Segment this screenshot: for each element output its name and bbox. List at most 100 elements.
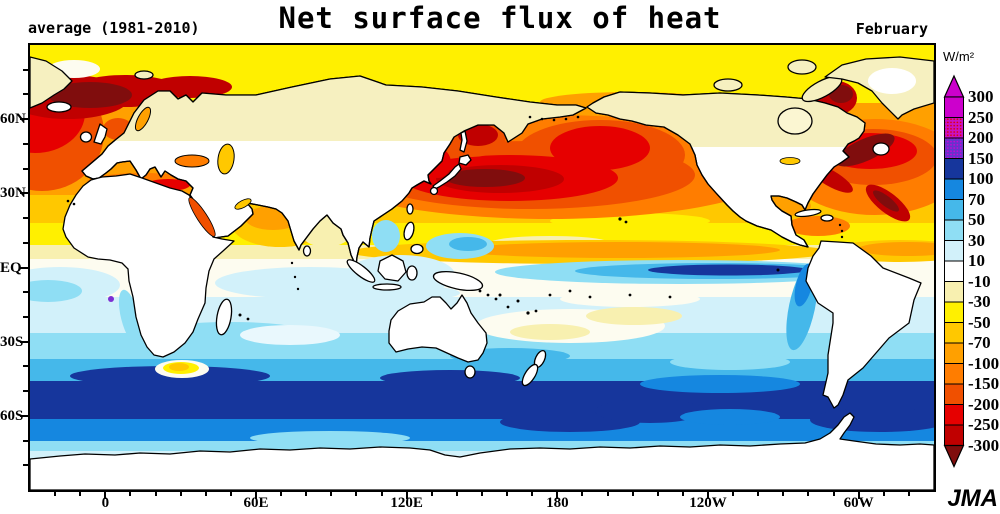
lon-minor-tick bbox=[757, 492, 760, 496]
lon-minor-tick bbox=[531, 492, 534, 496]
mindanao bbox=[410, 243, 424, 255]
hispaniola bbox=[820, 214, 834, 222]
colorbar-cell bbox=[944, 137, 964, 159]
lat-tick-label: EQ bbox=[0, 259, 22, 276]
iceland bbox=[46, 101, 72, 113]
lon-minor-tick bbox=[907, 492, 910, 496]
world-heat-flux-map bbox=[30, 45, 934, 490]
lat-major-tick bbox=[20, 414, 28, 417]
lat-minor-tick bbox=[23, 142, 28, 145]
colorbar-cell bbox=[944, 260, 964, 282]
hokkaido bbox=[458, 154, 472, 166]
colorbar-tick-label: -300 bbox=[968, 435, 1000, 455]
africa bbox=[62, 173, 235, 358]
lon-minor-tick bbox=[229, 492, 232, 496]
colorbar-arrow bbox=[943, 74, 965, 98]
colorbar-scale bbox=[943, 74, 965, 468]
lon-minor-tick bbox=[681, 492, 684, 496]
new-zealand-south bbox=[521, 363, 539, 387]
colorbar-cell bbox=[944, 404, 964, 426]
madagascar bbox=[215, 298, 233, 336]
borneo bbox=[377, 254, 407, 282]
lon-minor-tick bbox=[129, 492, 132, 496]
colorbar-tick-label: 70 bbox=[968, 189, 985, 209]
lat-tick-label: 60S bbox=[0, 407, 24, 424]
lat-major-tick bbox=[20, 340, 28, 343]
great-britain bbox=[93, 123, 108, 145]
month-label: February bbox=[855, 20, 928, 38]
colorbar-tick-label: 10 bbox=[968, 251, 985, 270]
lat-tick-label: 60N bbox=[0, 111, 26, 128]
lon-minor-tick bbox=[631, 492, 634, 496]
lat-minor-tick bbox=[23, 68, 28, 71]
colorbar-tick-label: -100 bbox=[968, 353, 1000, 373]
greenland-icecap bbox=[868, 68, 916, 94]
figure-title: Net surface flux of heat bbox=[278, 1, 722, 35]
colorbar-tick-label: -30 bbox=[968, 292, 991, 311]
colorbar-cell bbox=[944, 240, 964, 262]
victoria-island bbox=[713, 78, 743, 92]
figure-subtitle: average (1981-2010) bbox=[28, 19, 200, 37]
map-panel bbox=[28, 43, 936, 492]
colorbar-cell bbox=[944, 281, 964, 303]
lon-minor-tick bbox=[179, 492, 182, 496]
cuba bbox=[794, 208, 822, 218]
ellesmere-island bbox=[787, 59, 817, 75]
jma-logo: JMA bbox=[947, 485, 998, 512]
colorbar-cell bbox=[944, 96, 964, 118]
lon-tick-label: 60W bbox=[843, 495, 874, 511]
lat-minor-tick bbox=[23, 93, 28, 96]
lon-minor-tick bbox=[204, 492, 207, 496]
java bbox=[372, 283, 402, 291]
colorbar-tick-label: -250 bbox=[968, 415, 1000, 434]
lat-minor-tick bbox=[23, 464, 28, 467]
colorbar-tick-label: 150 bbox=[968, 148, 994, 168]
colorbar-cell bbox=[944, 363, 964, 385]
lon-minor-tick bbox=[606, 492, 609, 496]
colorbar-tick-label: 30 bbox=[968, 230, 985, 250]
colorbar-cell bbox=[944, 199, 964, 221]
great-lakes bbox=[779, 157, 801, 165]
australia bbox=[388, 294, 488, 363]
colorbar-tick-label: 200 bbox=[968, 128, 994, 147]
persian-gulf bbox=[234, 198, 252, 210]
inland-seas bbox=[134, 106, 801, 237]
colorbar-cell bbox=[944, 424, 964, 446]
ireland bbox=[79, 131, 93, 143]
lon-minor-tick bbox=[79, 492, 82, 496]
lon-major-tick bbox=[857, 492, 860, 499]
colorbar-tick-label: -200 bbox=[968, 394, 1000, 414]
small-islands bbox=[66, 115, 844, 321]
colorbar-cell bbox=[944, 342, 964, 364]
lon-minor-tick bbox=[430, 492, 433, 496]
colorbar-cell bbox=[944, 158, 964, 180]
lon-major-tick bbox=[707, 492, 709, 499]
kyushu bbox=[429, 186, 439, 196]
colorbar-tick-label: -70 bbox=[968, 333, 991, 352]
colorbar-cell bbox=[944, 178, 964, 200]
sulawesi bbox=[406, 265, 418, 281]
colorbar-tick-label: -150 bbox=[968, 374, 1000, 393]
baltic-sea bbox=[134, 106, 152, 132]
lon-major-tick bbox=[255, 492, 257, 499]
colorbar-tick-label: 100 bbox=[968, 169, 994, 188]
caspian-sea bbox=[217, 143, 235, 175]
lon-minor-tick bbox=[581, 492, 584, 496]
sumatra bbox=[346, 259, 376, 283]
colorbar-unit-label: W/m² bbox=[943, 49, 975, 64]
lon-tick-label: 0 bbox=[101, 495, 110, 511]
south-america bbox=[805, 240, 922, 409]
colorbar-tick-label: 50 bbox=[968, 210, 985, 229]
svalbard bbox=[134, 70, 154, 80]
lat-minor-tick bbox=[23, 241, 28, 244]
lat-minor-tick bbox=[23, 167, 28, 170]
lat-tick-label: 30N bbox=[0, 185, 26, 202]
antarctica bbox=[30, 412, 934, 490]
colorbar-cell bbox=[944, 322, 964, 344]
colorbar-tick-label: 300 bbox=[968, 87, 994, 106]
new-guinea bbox=[432, 270, 484, 292]
lon-major-tick bbox=[405, 492, 408, 499]
lat-tick-label: 30S bbox=[0, 333, 24, 350]
lon-minor-tick bbox=[380, 492, 383, 496]
